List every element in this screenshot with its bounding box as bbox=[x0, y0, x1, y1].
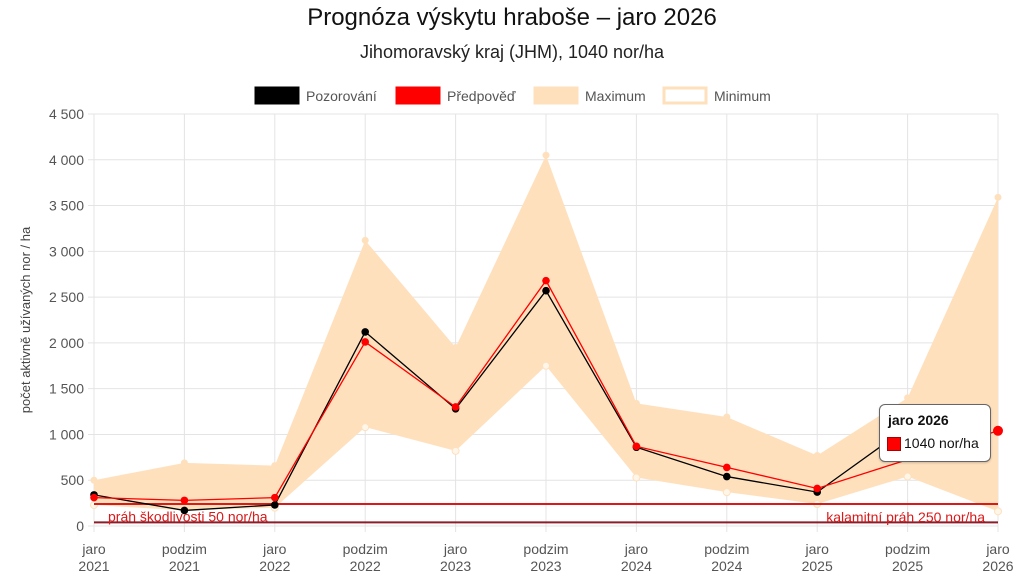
minimum-point bbox=[903, 472, 912, 481]
maximum-point bbox=[723, 413, 731, 421]
minimum-point bbox=[451, 446, 460, 455]
observed-line bbox=[93, 289, 908, 512]
forecast-point bbox=[90, 493, 98, 502]
legend-label: Minimum bbox=[714, 88, 771, 104]
legend: Pozorování Předpověď Maximum Minimum bbox=[254, 86, 771, 105]
y-tick-label: 1 000 bbox=[49, 426, 84, 442]
chart-title: Prognóza výskytu hraboše – jaro 2026 bbox=[307, 4, 717, 31]
maximum-point bbox=[632, 399, 640, 407]
observed-point bbox=[361, 328, 370, 336]
x-tick-label: jaro bbox=[443, 541, 468, 557]
legend-label: Předpověď bbox=[447, 88, 516, 104]
maximum-point bbox=[542, 151, 550, 159]
x-tick-label: 2022 bbox=[259, 558, 290, 574]
tooltip-swatch bbox=[887, 437, 901, 451]
legend-swatch-minimum bbox=[662, 86, 708, 105]
minimum-point bbox=[722, 488, 731, 497]
maximum-point bbox=[904, 394, 912, 402]
y-tick-label: 3 000 bbox=[49, 243, 84, 259]
x-tick-label: 2023 bbox=[440, 558, 471, 574]
x-tick-label: podzim bbox=[162, 541, 207, 557]
legend-swatch-forecast bbox=[395, 86, 441, 105]
observed-point bbox=[180, 506, 189, 515]
x-tick-label: podzim bbox=[704, 541, 749, 557]
legend-label: Pozorování bbox=[306, 88, 377, 104]
observed-point bbox=[542, 286, 550, 295]
y-tick-label: 2 500 bbox=[49, 289, 84, 305]
x-tick-label: 2026 bbox=[982, 558, 1013, 574]
maximum-point bbox=[90, 476, 98, 484]
x-tick-label: 2025 bbox=[802, 558, 833, 574]
y-tick-label: 4 000 bbox=[49, 152, 84, 168]
x-tick-label: 2023 bbox=[530, 558, 561, 574]
minimum-point bbox=[361, 423, 370, 432]
y-tick-label: 1 500 bbox=[49, 381, 84, 397]
maximum-point bbox=[271, 462, 279, 470]
threshold-label: práh škodlivosti 50 nor/ha bbox=[108, 508, 268, 524]
legend-label: Maximum bbox=[585, 88, 646, 104]
maximum-point bbox=[180, 459, 188, 467]
observed-point bbox=[271, 501, 279, 509]
threshold-label: kalamitní práh 250 nor/ha bbox=[826, 509, 985, 525]
x-tick-label: 2021 bbox=[169, 558, 200, 574]
x-tick-label: jaro bbox=[262, 541, 287, 557]
x-tick-label: podzim bbox=[343, 541, 388, 557]
maximum-point bbox=[813, 452, 821, 460]
chart-subtitle: Jihomoravský kraj (JHM), 1040 nor/ha bbox=[359, 42, 665, 62]
legend-swatch-maximum bbox=[533, 86, 579, 105]
forecast-line bbox=[93, 279, 999, 502]
maximum-point bbox=[452, 343, 460, 351]
tooltip-title: jaro 2026 bbox=[888, 412, 949, 428]
axes: 0 500 1 000 1 500 2 000 2 500 3 000 3 500 4 000 4… bbox=[49, 106, 1014, 574]
x-tick-label: podzim bbox=[523, 541, 568, 557]
y-tick-label: 3 500 bbox=[49, 198, 84, 214]
tooltip-value: 1040 nor/ha bbox=[904, 435, 979, 451]
forecast-point bbox=[813, 484, 821, 493]
x-tick-label: 2025 bbox=[892, 558, 923, 574]
observed-point bbox=[723, 472, 731, 481]
minimum-point bbox=[994, 507, 1002, 516]
forecast-point bbox=[361, 338, 370, 346]
x-tick-label: jaro bbox=[805, 541, 830, 557]
y-tick-label: 4 500 bbox=[49, 106, 84, 122]
forecast-point bbox=[632, 442, 641, 451]
y-tick-label: 0 bbox=[76, 518, 84, 534]
y-axis-label: počet aktivně užívaných nor / ha bbox=[18, 226, 33, 413]
forecast-point bbox=[451, 403, 460, 411]
forecast-point bbox=[723, 463, 731, 472]
maximum-point bbox=[994, 193, 1002, 201]
minimum-point bbox=[632, 473, 641, 482]
x-tick-label: 2022 bbox=[350, 558, 381, 574]
series-lines bbox=[90, 276, 1003, 515]
x-tick-label: podzim bbox=[885, 541, 930, 557]
x-tick-label: jaro bbox=[985, 541, 1010, 557]
forecast-point bbox=[542, 276, 550, 285]
forecast-point bbox=[271, 493, 279, 502]
maximum-point bbox=[361, 236, 369, 244]
x-tick-label: jaro bbox=[81, 541, 106, 557]
x-tick-label: jaro bbox=[624, 541, 649, 557]
tooltip: jaro 2026 1040 nor/ha bbox=[879, 404, 991, 462]
y-tick-label: 500 bbox=[61, 472, 85, 488]
minimum-point bbox=[542, 361, 550, 370]
x-tick-label: 2024 bbox=[711, 558, 742, 574]
legend-swatch-observed bbox=[254, 86, 300, 105]
forecast-point bbox=[180, 496, 189, 505]
forecast-point bbox=[993, 425, 1003, 436]
x-tick-label: 2021 bbox=[78, 558, 109, 574]
x-tick-label: 2024 bbox=[621, 558, 652, 574]
max-min-band bbox=[94, 155, 998, 512]
y-tick-label: 2 000 bbox=[49, 335, 84, 351]
thresholds: práh škodlivosti 50 nor/ha kalamitní práh… bbox=[94, 503, 998, 525]
